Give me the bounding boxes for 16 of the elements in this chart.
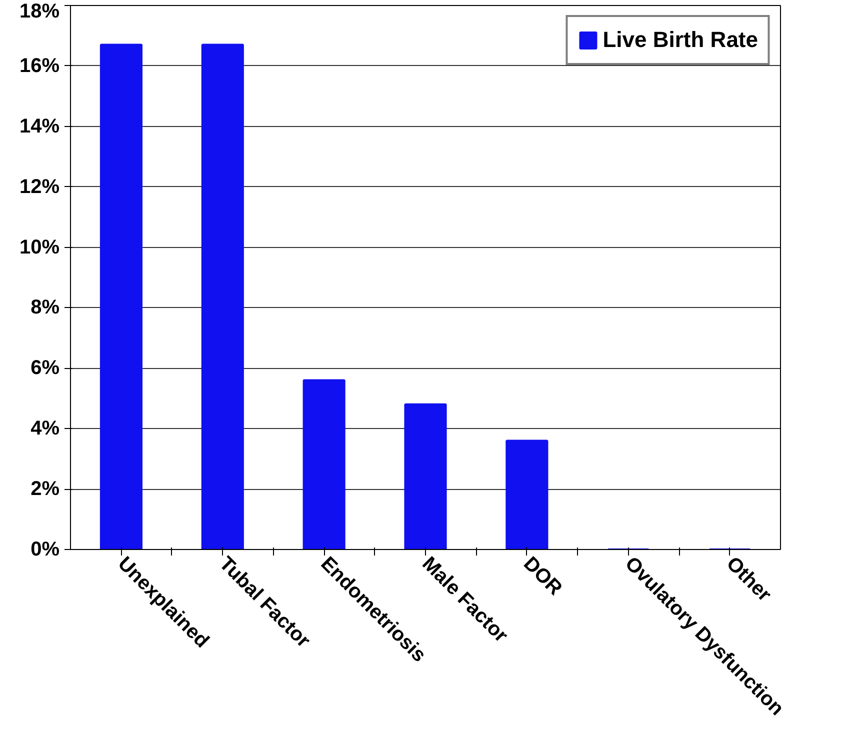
y-tick-label: 4%: [30, 418, 60, 440]
bar: [506, 440, 548, 550]
y-tick-label: 6%: [30, 357, 60, 380]
y-tick-label: 0%: [30, 538, 60, 560]
bar: [100, 44, 142, 550]
y-tick-label: 14%: [19, 115, 60, 138]
bar: [302, 379, 346, 550]
legend-label: Live Birth Rate: [602, 27, 758, 53]
y-tick-label: 18%: [19, 0, 60, 22]
y-tick-label: 2%: [30, 478, 60, 500]
bar: [404, 403, 447, 550]
y-tick-label: 10%: [19, 236, 60, 258]
bar: [201, 44, 244, 550]
y-tick-label: 8%: [30, 296, 60, 319]
y-tick-label: 12%: [19, 176, 60, 198]
y-tick-label: 16%: [19, 54, 60, 77]
